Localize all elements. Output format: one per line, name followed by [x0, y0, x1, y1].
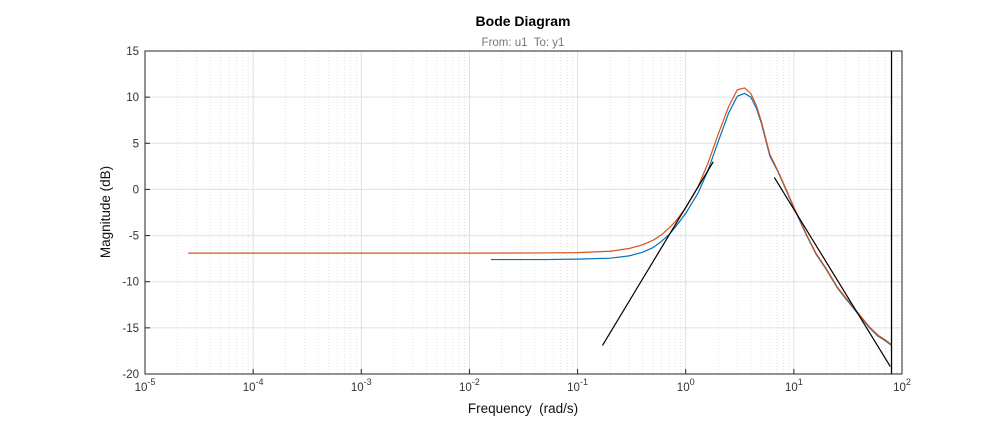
y-tick-label: 15: [126, 46, 139, 58]
grid-lines: [144, 50, 903, 375]
y-tick-label: 5: [133, 138, 139, 150]
y-tick-label: 10: [126, 92, 139, 104]
x-axis-label: Frequency (rad/s): [468, 401, 578, 416]
x-tick-label: 10-1: [567, 377, 588, 394]
x-tick-label: 101: [785, 377, 803, 394]
series-line-2: [188, 87, 892, 345]
y-tick-label: 0: [133, 184, 139, 196]
chart-subtitle: From: u1 To: y1: [482, 37, 565, 49]
y-tick-label: -5: [129, 231, 139, 243]
axis-ticks: 10-5 10-4 10-3 10-2 10-1 100 101 102 15 10 5 0 -5 -10…: [122, 46, 911, 394]
series-line-4: [773, 177, 891, 367]
y-tick-label: -10: [122, 277, 139, 289]
series-line-3: [601, 161, 714, 346]
x-tick-label: 100: [677, 377, 695, 394]
y-tick-label: -20: [122, 369, 139, 381]
x-tick-label: 10-5: [135, 377, 156, 394]
x-tick-label: 10-4: [243, 377, 264, 394]
chart-title: Bode Diagram: [476, 13, 571, 29]
y-axis-label: Magnitude (dB): [98, 166, 113, 258]
x-tick-label: 102: [893, 377, 911, 394]
x-tick-label: 10-2: [459, 377, 480, 394]
data-series: [188, 51, 893, 374]
plot-area: [145, 51, 902, 374]
x-tick-label: 10-3: [351, 377, 372, 394]
y-tick-label: -15: [122, 323, 139, 335]
plot-frame: [144, 50, 903, 375]
